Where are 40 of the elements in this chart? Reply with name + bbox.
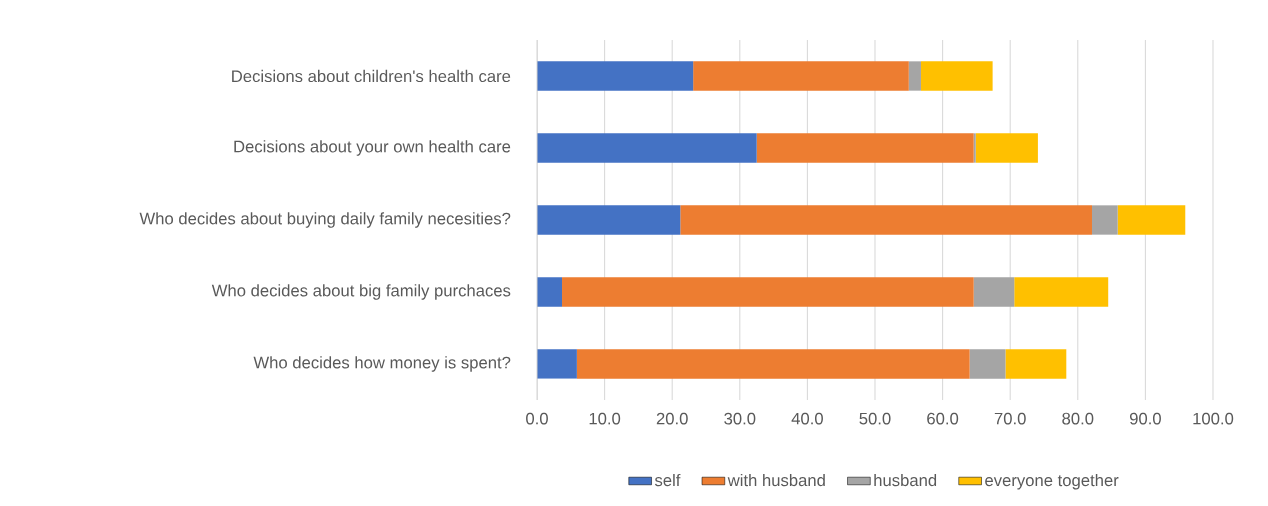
x-tick-label: 70.0: [994, 412, 1026, 425]
x-tick-label: 90.0: [1129, 412, 1161, 425]
bar: [1014, 277, 1109, 307]
bar: [908, 61, 921, 91]
bar: [1117, 205, 1186, 235]
y-tick-label: Who decides about buying daily family necesities?: [139, 212, 511, 228]
x-tick-label: 10.0: [589, 412, 621, 425]
bar: [969, 349, 1006, 379]
legend-label: self: [654, 473, 681, 487]
bar: [973, 133, 976, 163]
x-tick-label: 50.0: [859, 412, 891, 425]
x-tick-label: 20.0: [656, 412, 688, 425]
legend-label: everyone together: [985, 473, 1119, 490]
legend-label: with husband: [727, 473, 825, 487]
bar: [680, 205, 1092, 235]
bar: [537, 277, 563, 307]
bar: [756, 133, 974, 163]
x-tick-label: 0.0: [526, 412, 548, 425]
bar: [537, 133, 757, 163]
bar: [693, 61, 909, 91]
bar: [537, 205, 681, 235]
x-tick-label: 80.0: [1062, 412, 1094, 425]
bar: [1091, 205, 1118, 235]
y-tick-label: Who decides about big family purchaces: [211, 284, 511, 300]
legend-label: husband: [874, 473, 937, 487]
y-tick-label: Decisions about your own health care: [234, 140, 511, 156]
x-tick-label: 100.0: [1193, 412, 1234, 425]
bar: [920, 61, 993, 91]
bar: [975, 133, 1038, 163]
y-tick-label: Who decides how money is spent?: [253, 356, 511, 372]
y-tick-label: Decisions about children's health care: [232, 69, 511, 83]
bar: [537, 349, 577, 379]
bar: [537, 61, 694, 91]
x-tick-label: 40.0: [791, 412, 823, 425]
bar: [576, 349, 970, 379]
x-tick-label: 30.0: [724, 412, 756, 425]
x-tick-label: 60.0: [927, 412, 959, 425]
bar: [973, 277, 1015, 307]
bar: [562, 277, 974, 307]
bar: [1005, 349, 1067, 379]
